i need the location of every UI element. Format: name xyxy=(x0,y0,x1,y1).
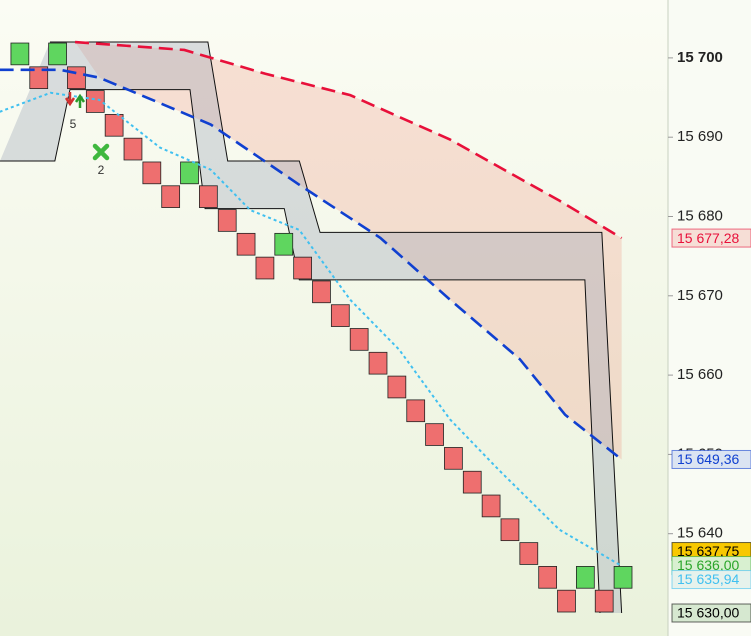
price-label: 15 677,28 xyxy=(677,230,739,246)
brick xyxy=(575,566,595,589)
brick xyxy=(142,161,162,185)
y-tick-label: 15 660 xyxy=(677,366,723,383)
ma-band xyxy=(75,42,622,460)
ma-line xyxy=(0,68,623,461)
brick xyxy=(462,470,482,494)
brick xyxy=(199,185,218,208)
brick xyxy=(29,66,49,90)
price-label: 15 635,94 xyxy=(677,571,739,587)
brick xyxy=(557,589,576,613)
annotation: 5 xyxy=(70,117,77,131)
brick xyxy=(123,137,143,161)
price-label-box xyxy=(671,570,751,590)
y-tick-label: 15 670 xyxy=(677,287,723,304)
brick xyxy=(67,66,86,90)
brick xyxy=(10,42,30,66)
sell-arrow xyxy=(64,92,76,107)
ma-line xyxy=(0,91,623,567)
brick xyxy=(406,399,426,423)
price-label: 15 649,36 xyxy=(677,451,739,467)
price-label-box xyxy=(671,603,751,623)
buy-arrow xyxy=(74,93,86,108)
price-label: 15 636,00 xyxy=(677,557,739,573)
brick xyxy=(594,589,614,613)
price-label-box xyxy=(671,449,751,469)
annotation: 2 xyxy=(98,163,105,177)
brick xyxy=(236,232,256,256)
brick xyxy=(425,423,444,446)
exit-mark xyxy=(92,143,110,161)
brick xyxy=(217,209,237,232)
brick xyxy=(330,304,350,327)
channel-lower xyxy=(0,89,601,614)
brick xyxy=(500,518,520,542)
y-tick-label: 15 640 xyxy=(677,525,723,542)
brick xyxy=(180,161,199,185)
price-label-box xyxy=(671,228,751,248)
y-tick-label: 15 690 xyxy=(677,128,723,145)
brick xyxy=(48,42,67,66)
brick xyxy=(613,566,633,589)
plot xyxy=(0,40,633,614)
markers: 5 2 xyxy=(64,92,110,177)
brick xyxy=(444,447,463,470)
price-label: 15 630,00 xyxy=(677,605,739,621)
brick xyxy=(255,256,275,280)
brick xyxy=(85,90,105,113)
brick xyxy=(104,114,124,137)
channel-fill xyxy=(0,42,622,614)
brick xyxy=(538,566,558,589)
channel-upper xyxy=(49,41,623,614)
ma-line xyxy=(74,40,623,240)
price-label: 15 637,75 xyxy=(677,543,739,559)
brick xyxy=(161,185,181,208)
brick xyxy=(312,280,331,304)
axis-area xyxy=(668,0,751,636)
brick xyxy=(387,375,407,399)
brick xyxy=(349,328,369,351)
brick xyxy=(368,351,388,375)
brick xyxy=(481,494,501,518)
brick xyxy=(519,542,539,565)
y-tick-label: 15 680 xyxy=(677,207,723,224)
y-tick-label: 15 700 xyxy=(677,49,723,66)
brick xyxy=(293,256,312,280)
brick xyxy=(274,232,294,256)
